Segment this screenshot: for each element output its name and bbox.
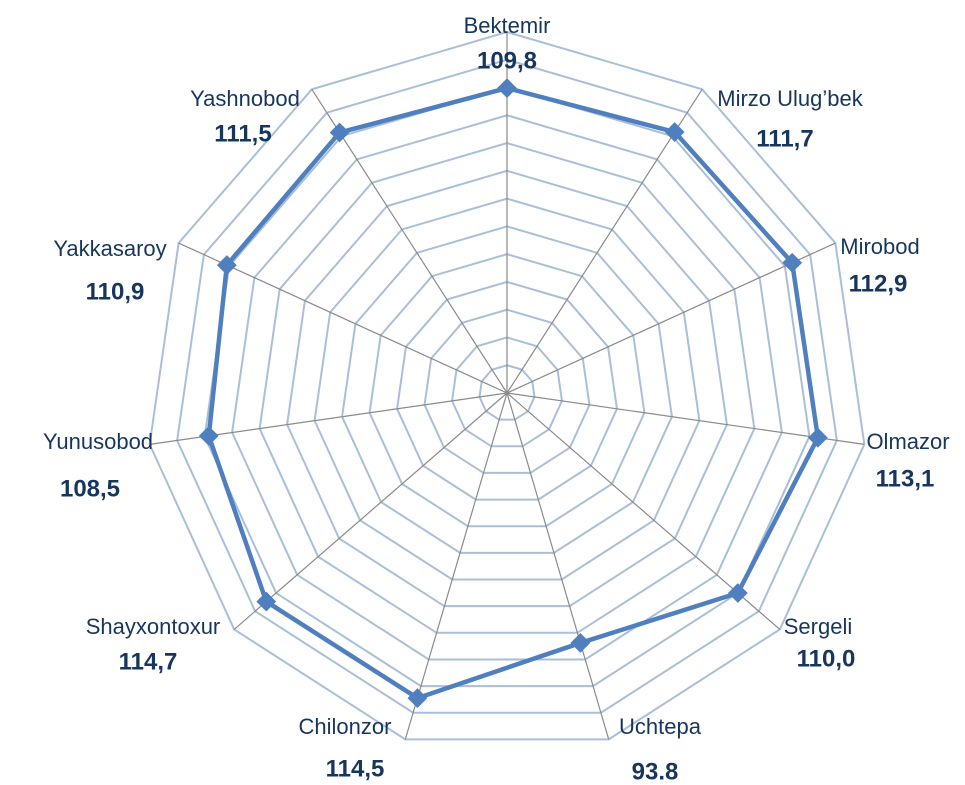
value-label: 110,9	[86, 278, 145, 305]
category-label: Mirobod	[840, 234, 919, 259]
marker	[807, 427, 828, 448]
marker	[198, 425, 219, 446]
category-label: Chilonzor	[299, 714, 392, 739]
grid-ring	[423, 308, 591, 474]
grid-ring	[176, 58, 838, 714]
value-label: 93.8	[632, 758, 679, 785]
value-label: 108,5	[60, 475, 120, 502]
marker	[782, 252, 803, 273]
spoke	[506, 242, 836, 394]
marker	[216, 255, 237, 275]
value-label: 114,7	[119, 648, 178, 675]
marker	[329, 122, 350, 143]
category-label: Shayxontoxur	[86, 614, 221, 639]
grid-ring	[203, 86, 811, 688]
grid-ring	[258, 142, 756, 634]
category-label: Sergeli	[784, 614, 852, 639]
marker	[256, 591, 277, 612]
grid-ring	[231, 114, 783, 661]
spoke	[506, 392, 865, 445]
marker	[727, 583, 748, 603]
grid-ring	[313, 197, 701, 581]
grid-ring	[148, 30, 866, 741]
value-label: 112,9	[849, 270, 908, 297]
value-label: 114,5	[326, 755, 385, 782]
category-label: Mirzo Ulug’bek	[717, 86, 863, 111]
grid-ring	[286, 169, 728, 608]
category-label: Yashnobod	[190, 86, 300, 111]
spoke	[404, 392, 508, 740]
grid-ring	[341, 225, 673, 554]
category-label: Bektemir	[464, 13, 551, 38]
category-label: Olmazor	[866, 429, 949, 454]
grid-ring	[478, 364, 536, 421]
value-label: 111,7	[756, 125, 813, 152]
spoke	[506, 88, 703, 394]
value-label: 110,0	[797, 645, 856, 672]
marker	[497, 78, 517, 98]
spoke	[311, 88, 508, 394]
grid-ring	[450, 336, 564, 448]
category-label: Uchtepa	[619, 714, 702, 739]
category-label: Yakkasaroy	[53, 236, 166, 261]
series-line	[206, 85, 821, 701]
spoke	[506, 392, 610, 740]
value-label: 113,1	[876, 465, 935, 492]
value-label: 109,8	[477, 47, 537, 74]
grid-ring	[396, 280, 618, 501]
marker	[407, 688, 428, 708]
marker	[570, 633, 591, 653]
category-label: Yunusobod	[43, 429, 153, 454]
value-label: 111,5	[214, 120, 271, 147]
grid-ring	[368, 253, 646, 528]
spoke	[233, 392, 508, 630]
